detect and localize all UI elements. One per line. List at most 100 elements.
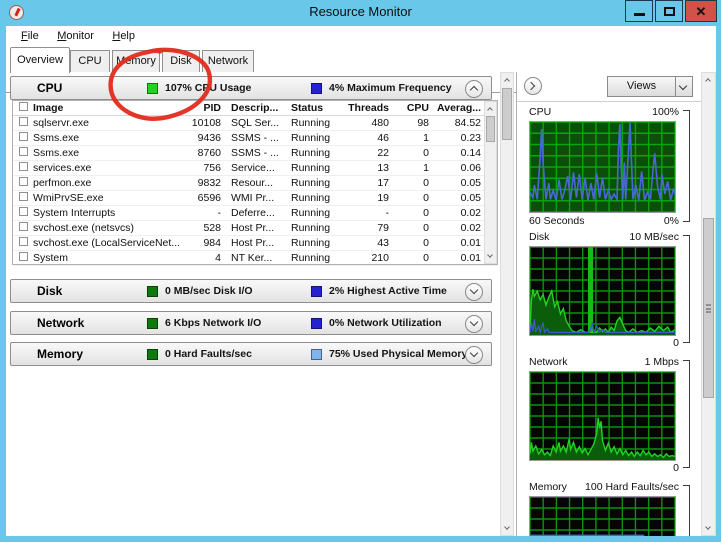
chevron-down-icon: [469, 317, 479, 327]
maximize-icon: [664, 7, 675, 16]
table-row[interactable]: WmiPrvSE.exe 6596 WMI Pr... Running 19 0 0.05: [13, 191, 497, 206]
cell-status: Running: [291, 162, 331, 174]
memory-graph-label: Memory 100 Hard Faults/sec: [529, 481, 679, 493]
cell-cpu: 0: [423, 222, 429, 234]
row-checkbox[interactable]: [13, 237, 33, 249]
cell-status: Running: [291, 237, 331, 249]
tab-cpu[interactable]: CPU: [70, 50, 110, 72]
table-row[interactable]: svchost.exe (netsvcs) 528 Host Pr... Runnin…: [13, 221, 497, 236]
close-button[interactable]: ✕: [685, 0, 717, 22]
table-row[interactable]: sqlservr.exe 10108 SQL Ser... Running 480 98 8…: [13, 116, 497, 131]
cell-pid: 8760: [197, 147, 221, 159]
tab-memory[interactable]: Memory: [112, 50, 160, 72]
right-scrollbar[interactable]: [701, 72, 716, 536]
chevron-down-icon: [469, 348, 479, 358]
row-checkbox[interactable]: [13, 207, 33, 219]
table-row[interactable]: perfmon.exe 9832 Resour... Running 17 0 0.05: [13, 176, 497, 191]
scrollbar-thumb[interactable]: [502, 88, 512, 140]
legend-cpu-frequency: 4% Maximum Frequency: [311, 82, 452, 94]
section-header-network[interactable]: Network 6 Kbps Network I/O 0% Network Ut…: [10, 311, 492, 335]
cell-pid: 9832: [197, 177, 221, 189]
scrollbar-thumb[interactable]: [486, 116, 495, 142]
menu-monitor[interactable]: Monitor: [57, 30, 94, 42]
table-scrollbar[interactable]: [484, 101, 497, 264]
col-description[interactable]: Descrip...: [231, 102, 279, 114]
cell-avg: 0.14: [460, 147, 481, 159]
row-checkbox[interactable]: [13, 177, 33, 189]
network-util-swatch: [311, 317, 322, 329]
table-header-row[interactable]: Image PID Descrip... Status Threads CPU …: [13, 101, 497, 116]
row-checkbox[interactable]: [13, 162, 33, 174]
menu-help[interactable]: Help: [112, 30, 135, 42]
scroll-down-icon[interactable]: [501, 521, 513, 535]
scrollbar-thumb[interactable]: [703, 218, 714, 398]
legend-network-utilization: 0% Network Utilization: [311, 317, 442, 329]
expand-memory-button[interactable]: [465, 346, 483, 364]
section-header-cpu[interactable]: CPU 107% CPU Usage 4% Maximum Frequency: [10, 76, 492, 100]
select-all-checkbox[interactable]: [13, 102, 33, 114]
cell-img: svchost.exe (netsvcs): [33, 222, 134, 234]
section-header-memory[interactable]: Memory 0 Hard Faults/sec 75% Used Physic…: [10, 342, 492, 366]
left-panel-scrollbar[interactable]: [500, 72, 514, 536]
scroll-up-icon[interactable]: [501, 73, 513, 87]
cell-desc: SSMS - ...: [231, 147, 279, 159]
col-cpu[interactable]: CPU: [406, 102, 429, 114]
network-graph-label: Network 1 Mbps: [529, 356, 679, 368]
views-dropdown[interactable]: [675, 77, 692, 96]
section-header-disk[interactable]: Disk 0 MB/sec Disk I/O 2% Highest Active…: [10, 279, 492, 303]
scroll-up-icon[interactable]: [702, 73, 715, 87]
row-checkbox[interactable]: [13, 117, 33, 129]
menu-file[interactable]: File: [21, 30, 39, 42]
cell-avg: 0.05: [460, 192, 481, 204]
table-row[interactable]: svchost.exe (LocalServiceNet... 984 Host P…: [13, 236, 497, 251]
row-checkbox[interactable]: [13, 147, 33, 159]
table-row[interactable]: Ssms.exe 8760 SSMS - ... Running 22 0 0.14: [13, 146, 497, 161]
cell-pid: -: [217, 207, 222, 219]
cpu-usage-swatch: [147, 82, 158, 94]
table-body: sqlservr.exe 10108 SQL Ser... Running 480 98 8…: [13, 116, 497, 266]
col-status[interactable]: Status: [283, 102, 339, 114]
col-image[interactable]: Image: [33, 102, 64, 114]
section-title-network: Network: [37, 316, 85, 330]
row-checkbox[interactable]: [13, 132, 33, 144]
cell-pid: 528: [203, 222, 221, 234]
expand-panel-button[interactable]: [524, 77, 542, 95]
network-io-swatch: [147, 317, 158, 329]
tab-network[interactable]: Network: [202, 50, 254, 72]
table-row[interactable]: Ssms.exe 9436 SSMS - ... Running 46 1 0.23: [13, 131, 497, 146]
cell-img: services.exe: [33, 162, 92, 174]
scroll-down-icon[interactable]: [485, 249, 496, 263]
cell-threads: -: [385, 207, 390, 219]
table-row[interactable]: System 4 NT Ker... Running 210 0 0.01: [13, 251, 497, 266]
tab-strip: Overview CPU Memory Disk Network: [6, 47, 716, 93]
expand-network-button[interactable]: [465, 315, 483, 333]
scroll-down-icon[interactable]: [702, 521, 715, 535]
col-pid[interactable]: PID: [203, 102, 221, 114]
titlebar[interactable]: Resource Monitor ✕: [0, 0, 721, 26]
scroll-up-icon[interactable]: [485, 102, 496, 116]
cell-threads: 46: [377, 132, 389, 144]
cell-threads: 210: [371, 252, 389, 264]
views-button[interactable]: Views: [607, 76, 693, 97]
row-checkbox[interactable]: [13, 192, 33, 204]
col-threads[interactable]: Threads: [348, 102, 389, 114]
col-average-cpu[interactable]: Averag...: [437, 102, 481, 114]
collapse-cpu-button[interactable]: [465, 80, 483, 98]
tab-overview[interactable]: Overview: [10, 47, 70, 73]
cell-desc: Resour...: [231, 177, 274, 189]
cpu-graph-footer: 60 Seconds 0%: [529, 215, 679, 227]
table-row[interactable]: System Interrupts - Deferre... Running -0 0.0…: [13, 206, 497, 221]
cell-img: System: [33, 252, 69, 264]
cell-status: Running: [291, 252, 331, 264]
cell-avg: 84.52: [454, 117, 481, 129]
tab-disk[interactable]: Disk: [162, 50, 200, 72]
disk-graph-label: Disk 10 MB/sec: [529, 231, 679, 243]
row-checkbox[interactable]: [13, 222, 33, 234]
minimize-button[interactable]: [625, 0, 653, 22]
legend-cpu-usage: 107% CPU Usage: [147, 82, 251, 94]
expand-disk-button[interactable]: [465, 283, 483, 301]
row-checkbox[interactable]: [13, 252, 33, 264]
maximize-button[interactable]: [655, 0, 683, 22]
cell-avg: 0.01: [460, 252, 481, 264]
table-row[interactable]: services.exe 756 Service... Running 13 1 0.06: [13, 161, 497, 176]
